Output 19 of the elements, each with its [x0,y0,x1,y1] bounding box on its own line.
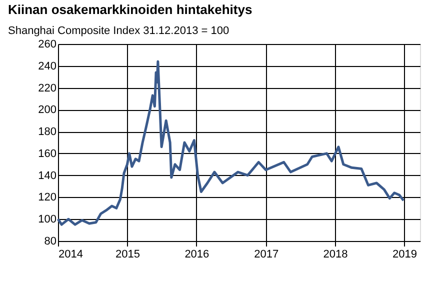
y-tick-label: 240 [38,60,56,72]
y-tick-label: 140 [38,170,56,182]
y-tick-label: 200 [38,104,56,116]
y-tick-label: 100 [38,214,56,226]
x-tick-label: 2017 [254,248,279,260]
line-series [56,60,405,226]
y-tick-label: 180 [38,126,56,138]
x-tick-label: 2014 [58,248,83,260]
y-tick-label: 220 [38,82,56,94]
y-tick-label: 260 [38,38,56,50]
x-tick-label: 2019 [392,248,418,260]
y-tick-label: 80 [44,236,56,248]
x-tick-label: 2015 [115,248,140,260]
x-tick-label: 2018 [323,248,348,260]
y-tick-label: 160 [38,148,56,160]
x-tick-label: 2016 [184,248,210,260]
chart-subtitle: Shanghai Composite Index 31.12.2013 = 100 [8,25,230,37]
y-tick-label: 120 [38,192,56,204]
chart-title: Kiinan osakemarkkinoiden hintakehitys [8,2,252,17]
